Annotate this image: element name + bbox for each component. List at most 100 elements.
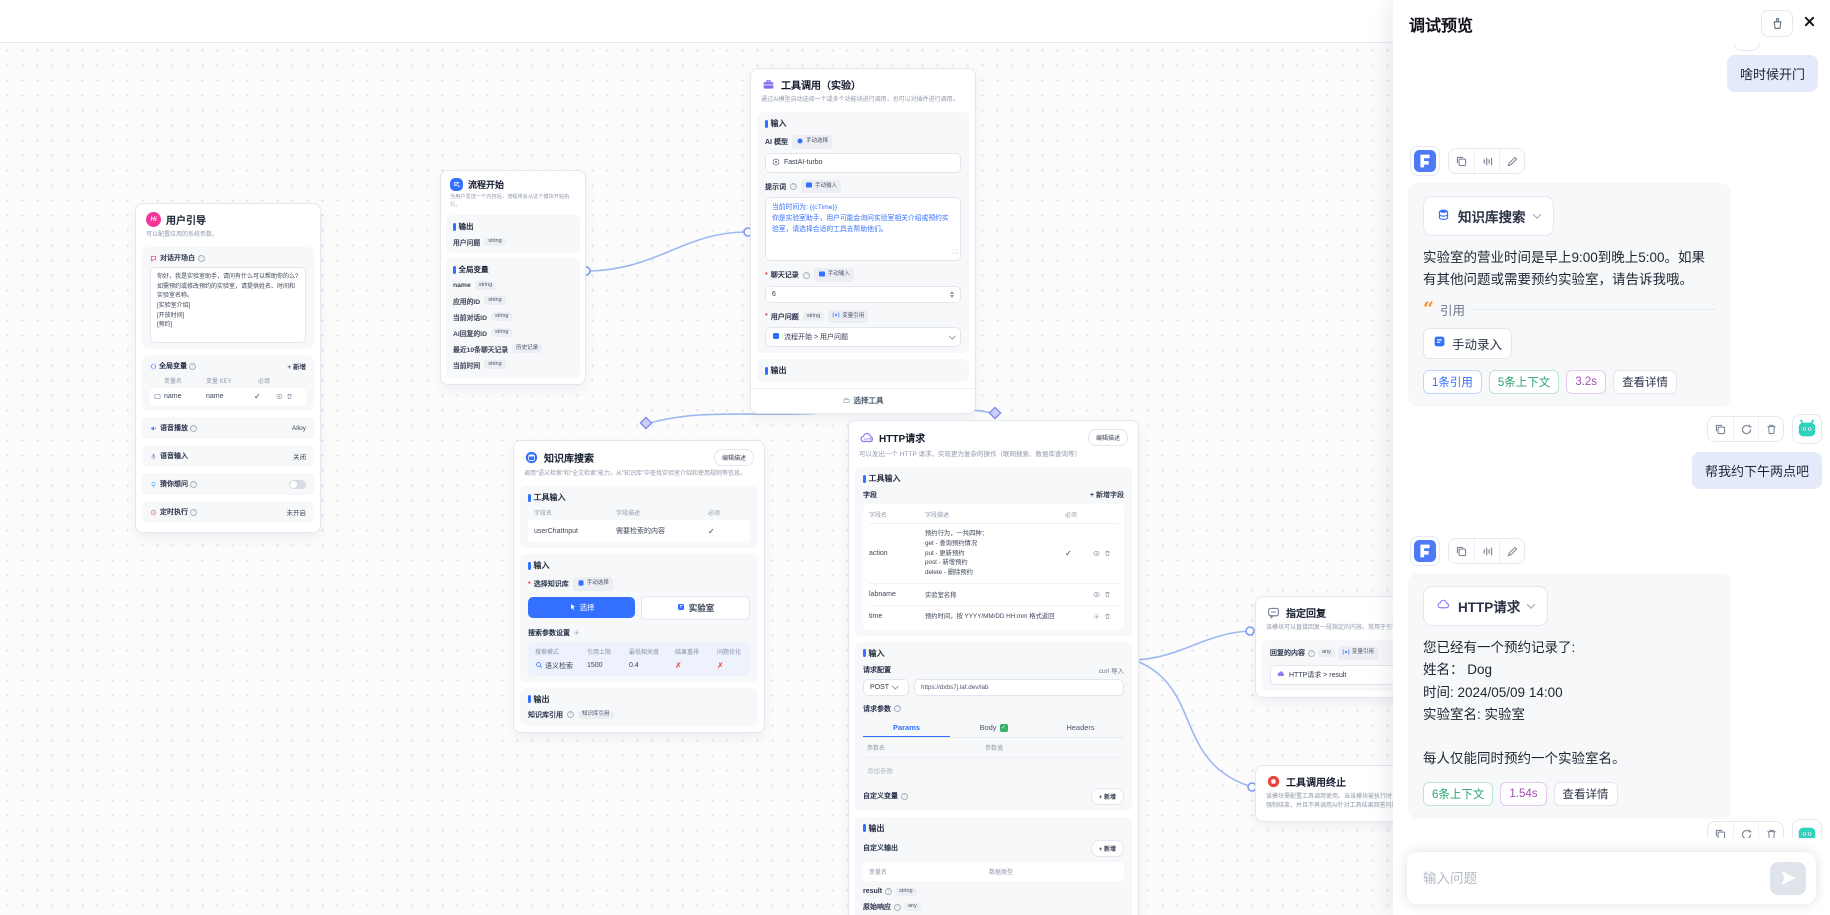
add-custom-output-button[interactable]: + 新增 [1090,839,1124,857]
global-vars-label: 全局变量 [453,264,573,275]
reply-ref-select[interactable]: HTTP请求 > result [1270,664,1430,685]
read-aloud-icon[interactable] [1474,539,1499,563]
quote-section: “ 引用 [1423,299,1716,319]
node-user-guide[interactable]: Hi 用户引导 可以配置应用的系统参数。 对话开场白 ? 你好，我是实验室助手，… [135,203,321,534]
delete-icon[interactable] [286,393,293,400]
field-row-time[interactable]: time 预约时间，按 YYYY/MM/DD HH:mm 格式返回 [869,606,1118,628]
type-badge: string [484,296,506,305]
delete-icon[interactable] [1104,550,1111,557]
copy-icon[interactable] [1449,149,1474,173]
add-field-button[interactable]: + 新增字段 [1089,492,1124,500]
add-custom-var-button[interactable]: + 新增 [1090,787,1124,805]
add-variable-button[interactable]: + 新增 [287,364,306,372]
type-badge: any [904,902,921,912]
delete-icon[interactable] [1758,417,1783,441]
node-subtitle: 该模块可以直接回复一段指定的内容。常用于引导、 [1266,625,1405,631]
output-type-badge: 知识库引用 [578,710,614,720]
retry-icon[interactable] [1733,822,1758,838]
edit-icon[interactable] [1499,149,1524,173]
add-param-placeholder[interactable]: 添加参数 [867,767,893,775]
node-tool-call[interactable]: 工具调用（实验） 通过AI模型自动选择一个或多个功能块进行调用，也可以对插件进行… [750,68,976,415]
read-aloud-icon[interactable] [1474,149,1499,173]
select-dataset-button[interactable]: 选择 [528,597,635,619]
reply-bubble-icon [1266,605,1281,620]
output-section: 输出 自定义输出 + 新增 变量名 数据类型 result ? string 原… [855,816,1132,915]
node-run-dropdown[interactable]: 知识库搜索 [1423,196,1554,236]
view-details-badge[interactable]: 查看详情 [1553,781,1618,806]
tab-body[interactable]: Body ✓ [979,723,1008,733]
tool-input-row[interactable]: userChatInput 需要检索的内容 ✓ [528,520,750,543]
select-tools-label: 选择工具 [853,396,884,406]
model-select[interactable]: FastAI-turbo [765,152,961,173]
question-ref-select[interactable]: 流程开始 > 用户问题 [765,327,961,348]
tab-headers[interactable]: Headers [1066,723,1095,733]
input-section: 输入 请求配置 curl 导入 POST https://dxbs7j.laf.… [855,641,1132,811]
copy-icon[interactable] [1708,417,1733,441]
schedule-row[interactable]: 定时执行 ? 未开启 [142,501,314,524]
field-row-action[interactable]: action 预约行为，一共四种： get - 查询预约情况 put - 更新预… [869,524,1118,584]
node-run-dropdown[interactable]: HTTP请求 [1423,586,1549,626]
request-config-label: 请求配置 [863,666,891,674]
fields-label: 字段 [863,492,877,500]
quote-count-badge[interactable]: 1条引用 [1423,369,1482,394]
field-row-labname[interactable]: labname 实验室名称 [869,584,1118,606]
url-input[interactable]: https://dxbs7j.laf.dev/lab [914,678,1124,696]
copy-icon[interactable] [1449,539,1474,563]
variable-row[interactable]: name name ✓ [150,388,306,406]
duration-badge[interactable]: 3.2s [1566,369,1607,394]
var-label: 当前时间 [453,362,481,370]
curl-import-button[interactable]: curl 导入 [1098,667,1124,675]
semantic-search-icon [535,661,543,671]
edit-description-button[interactable]: 编辑描述 [1087,429,1128,446]
chat-input[interactable] [1423,870,1770,886]
delete-icon[interactable] [1758,822,1783,838]
edit-icon[interactable] [1093,550,1100,557]
retry-icon[interactable] [1733,417,1758,441]
dataset-logo-icon [677,603,685,613]
chat-scroll-area[interactable]: 啥时候开门 知识库搜索 实验室的营业时间是早上9:00到晚上5:00。如果有其他… [1393,43,1830,838]
bot-avatar [1410,536,1440,566]
delete-icon[interactable] [1104,591,1111,598]
field-desc: 实验室名称 [925,591,957,599]
clear-history-button[interactable] [1761,10,1793,37]
view-details-badge[interactable]: 查看详情 [1613,369,1678,394]
model-label: AI 模型 [765,139,788,147]
opening-textarea[interactable]: 你好，我是实验室助手，请问有什么可以帮助你的么? 如需预约或修改预约的实验室，请… [150,267,306,344]
node-http[interactable]: HTTP HTTP请求 编辑描述 可以发出一个 HTTP 请求，实现更为复杂的操… [848,420,1139,915]
expand-icon[interactable]: ⛶ [952,249,957,256]
bot-message-1-header [1410,146,1525,176]
copy-icon[interactable] [1708,822,1733,838]
edit-icon[interactable] [276,393,283,400]
number-stepper[interactable] [950,290,954,298]
chevron-down-icon [892,682,899,689]
select-tools-footer[interactable]: 选择工具 [751,388,975,413]
method-select[interactable]: POST [863,678,909,696]
node-flow-start[interactable]: 流程开始 当用户发送一个内容后，流程将会从这个模块开始执行。 输出 用户问题 s… [440,170,586,385]
dataset-chip[interactable]: 实验室 [641,595,750,620]
prompt-textarea[interactable]: 当前时间为: {{cTime}} 你是实验室助手，用户可能会询问实验室相关介绍或… [765,197,961,262]
node-kb-search[interactable]: 知识库搜索 编辑描述 调用“语义检索”和“全文检索”能力，从“知识库”中查找实验… [513,440,765,733]
bot-response-text: 实验室的营业时间是早上9:00到晚上5:00。如果有其他问题或需要预约实验室，请… [1423,250,1706,288]
duration-badge[interactable]: 1.54s [1500,781,1547,806]
edit-description-button[interactable]: 编辑描述 [713,449,754,466]
guess-question-row[interactable]: 猜你想问 ? [142,473,314,496]
context-count-badge[interactable]: 6条上下文 [1423,781,1494,806]
tab-params[interactable]: Params [863,719,950,737]
tts-row[interactable]: 语音播放 ? Alloy [142,417,314,440]
source-chip[interactable]: 手动录入 [1423,327,1513,359]
delete-icon[interactable] [1104,613,1111,620]
output-label: 输出 [453,221,573,232]
voice-input-row[interactable]: 语音输入 关闭 [142,445,314,468]
guess-question-toggle[interactable] [289,479,306,489]
gear-icon[interactable] [1093,613,1100,620]
col-header: 必填 [258,379,271,386]
history-number-input[interactable]: 6 [765,285,961,303]
gear-icon[interactable] [573,629,580,636]
context-count-badge[interactable]: 5条上下文 [1488,369,1560,394]
type-badge: string [895,887,917,897]
send-button[interactable] [1770,861,1806,895]
close-icon[interactable] [1803,15,1816,33]
edit-icon[interactable] [1499,539,1524,563]
edit-icon[interactable] [1093,591,1100,598]
